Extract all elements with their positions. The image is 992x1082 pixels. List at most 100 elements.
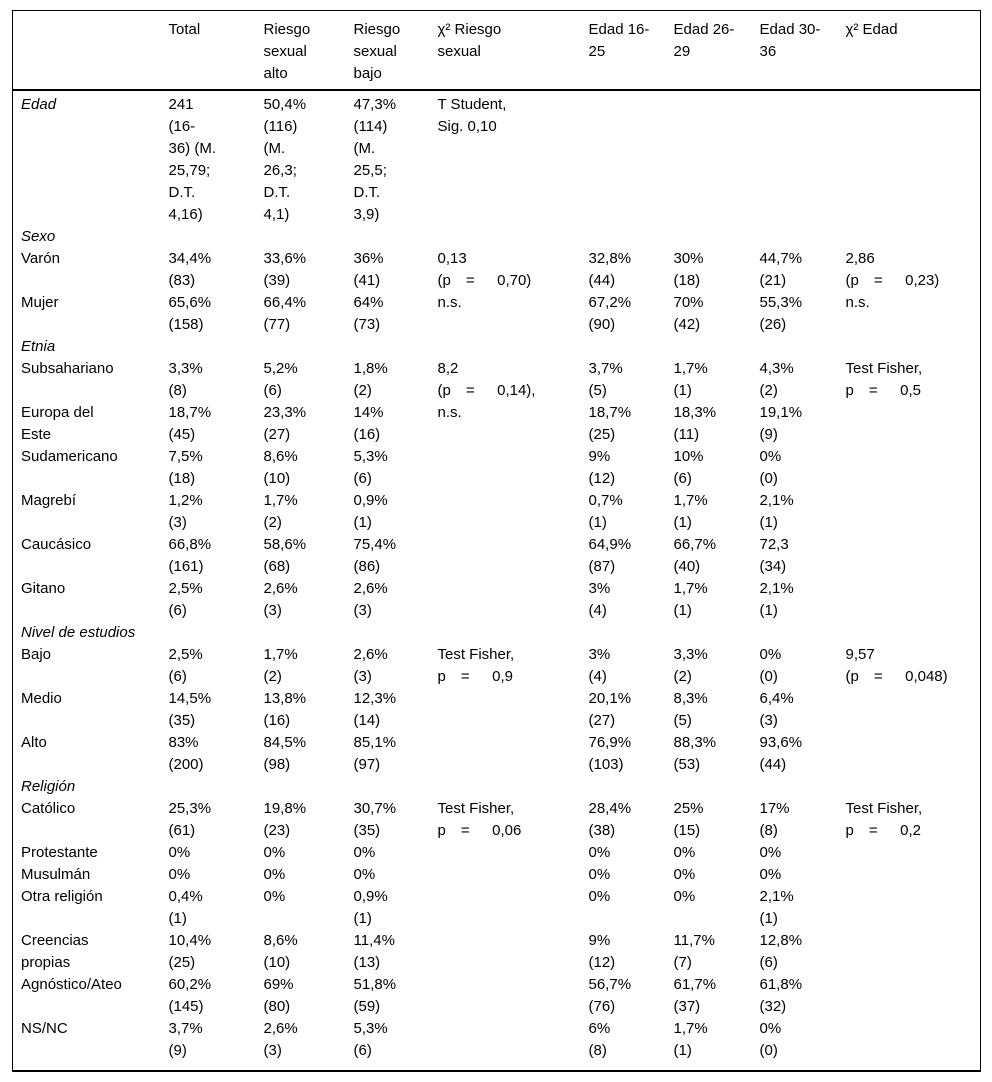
cell-chi2-riesgo-sexual: Test Fisher, p = 0,06 xyxy=(437,800,522,839)
cell-e3036: 0% xyxy=(759,844,782,861)
cell-alto: 1,7% (2) xyxy=(263,646,298,685)
cell-bajo: 14% (16) xyxy=(353,404,384,443)
cell-e2629: 1,7% (1) xyxy=(673,360,708,399)
cell-e1625 xyxy=(589,90,674,226)
table-row: Mujer 65,6% (158) 66,4% (77) 64% (73) 67,2% … xyxy=(13,292,981,336)
cell-e2629: 0% xyxy=(673,866,696,883)
cell-e2629: 25% (15) xyxy=(673,800,704,839)
column-header-edad-16-25: Edad 16- 25 xyxy=(588,10,674,91)
cell-bajo: 0% xyxy=(353,866,376,883)
cell-alto: 33,6% (39) xyxy=(263,250,307,289)
row-label: Medio xyxy=(21,690,62,707)
cell-chi2-edad: Test Fisher, p = 0,2 xyxy=(845,800,923,839)
cell-e1625: 64,9% (87) xyxy=(588,536,632,575)
table-row: Otra religión 0,4% (1) 0% 0,9% (1) 0% 0% 2,1% … xyxy=(13,886,981,930)
cell-e3036: 93,6% (44) xyxy=(759,734,803,773)
cell-alto: 84,5% (98) xyxy=(263,734,307,773)
cell-e1625: 3% (4) xyxy=(588,580,611,619)
cell-e3036: 2,1% (1) xyxy=(759,492,794,531)
cell-e2629: 88,3% (53) xyxy=(673,734,717,773)
cell-total: 34,4% (83) xyxy=(168,250,212,289)
cell-total: 66,8% (161) xyxy=(168,536,212,575)
cell-bajo: 64% (73) xyxy=(353,294,384,333)
cell-total: 14,5% (35) xyxy=(168,690,212,729)
cell-e1625: 0% xyxy=(588,866,611,883)
cell-bajo: 51,8% (59) xyxy=(353,976,397,1015)
cell-alto: 1,7% (2) xyxy=(263,492,298,531)
cell-bajo: 36% (41) xyxy=(353,250,384,289)
cell-e1625: 18,7% (25) xyxy=(588,404,632,443)
column-header-edad-26-29: Edad 26- 29 xyxy=(673,10,760,91)
cell-e3036: 12,8% (6) xyxy=(759,932,803,971)
cell-e2629: 1,7% (1) xyxy=(673,1020,708,1059)
table-row: Musulmán 0% 0% 0% 0% 0% 0% xyxy=(13,864,981,886)
statistics-table: Total Riesgo sexual alto Riesgo sexual baj… xyxy=(12,10,981,1072)
cell-e3036: 0% (0) xyxy=(759,448,782,487)
cell-e1625: 3% (4) xyxy=(588,646,611,685)
table-row: NS/NC 3,7% (9) 2,6% (3) 5,3% (6) 6% (8) 1,7% … xyxy=(13,1018,981,1071)
cell-e1625: 0% xyxy=(588,888,611,905)
cell-alto: 2,6% (3) xyxy=(263,1020,298,1059)
row-label: Caucásico xyxy=(21,536,92,553)
column-header-chi2-riesgo-sexual: χ² Riesgo sexual xyxy=(437,10,589,91)
cell-bajo: 0% xyxy=(353,844,376,861)
cell-bajo: 85,1% (97) xyxy=(353,734,397,773)
cell-total: 65,6% (158) xyxy=(168,294,212,333)
cell-e3036: 44,7% (21) xyxy=(759,250,803,289)
cell-e1625: 9% (12) xyxy=(588,448,616,487)
row-label: Agnóstico/Ateo xyxy=(21,976,122,993)
cell-e2629: 66,7% (40) xyxy=(673,536,717,575)
column-header-total: Total xyxy=(168,10,264,91)
table-row: Subsahariano 3,3% (8) 5,2% (6) 1,8% (2) 8,2 … xyxy=(13,358,981,421)
cell-total: 7,5% (18) xyxy=(168,448,203,487)
cell-bajo: 0,9% (1) xyxy=(353,492,388,531)
cell-total: 2,5% (6) xyxy=(168,646,203,685)
cell-chi_edad xyxy=(846,90,981,226)
row-label: Gitano xyxy=(21,580,66,597)
section-title: Edad xyxy=(21,96,57,113)
column-header-riesgo-sexual-alto: Riesgo sexual alto xyxy=(263,10,354,91)
cell-alto: 2,6% (3) xyxy=(263,580,298,619)
cell-e2629: 18,3% (11) xyxy=(673,404,717,443)
table-row: Alto 83% (200) 84,5% (98) 85,1% (97) 76,9% (… xyxy=(13,732,981,776)
section-title: Nivel de estudios xyxy=(21,624,136,641)
table-row: Caucásico 66,8% (161) 58,6% (68) 75,4% (86)… xyxy=(13,534,981,578)
cell-total: 3,3% (8) xyxy=(168,360,203,399)
cell-chi2-riesgo-sexual: 8,2 (p = 0,14), n.s. xyxy=(437,360,536,421)
row-label: Bajo xyxy=(21,646,52,663)
table-header-row: Total Riesgo sexual alto Riesgo sexual baj… xyxy=(12,10,981,91)
cell-bajo: 1,8% (2) xyxy=(353,360,388,399)
cell-chi2-edad: Test Fisher, p = 0,5 xyxy=(845,360,923,399)
cell-e1625: 3,7% (5) xyxy=(588,360,623,399)
table-row: Bajo 2,5% (6) 1,7% (2) 2,6% (3) Test Fisher,… xyxy=(13,644,981,688)
table-row: Católico 25,3% (61) 19,8% (23) 30,7% (35) Te… xyxy=(13,798,981,842)
section-spacer xyxy=(169,226,981,248)
row-label: Otra religión xyxy=(21,888,103,905)
cell-e1625: 20,1% (27) xyxy=(588,690,632,729)
cell-alto: 58,6% (68) xyxy=(263,536,307,575)
cell-bajo: 11,4% (13) xyxy=(353,932,395,971)
row-label: Protestante xyxy=(21,844,98,861)
cell-e2629: 61,7% (37) xyxy=(673,976,717,1015)
cell-total: 0% xyxy=(168,844,191,861)
column-header-riesgo-sexual-bajo: Riesgo sexual bajo xyxy=(353,10,438,91)
cell-e2629: 1,7% (1) xyxy=(673,580,708,619)
cell-e3036: 61,8% (32) xyxy=(759,976,803,1015)
row-label: Subsahariano xyxy=(21,360,114,377)
cell-alto: 13,8% (16) xyxy=(263,690,307,729)
cell-alto: 8,6% (10) xyxy=(263,932,298,971)
row-label: Alto xyxy=(21,734,47,751)
cell-e2629: 8,3% (5) xyxy=(673,690,708,729)
table-row: Varón 34,4% (83) 33,6% (39) 36% (41) 0,13 (p… xyxy=(13,248,981,311)
cell-alto: 66,4% (77) xyxy=(263,294,307,333)
cell-alto: 0% xyxy=(263,844,286,861)
row-label: Varón xyxy=(21,250,60,267)
section-title: Religión xyxy=(21,778,76,795)
cell-bajo: 2,6% (3) xyxy=(353,646,388,685)
cell-alto: 19,8% (23) xyxy=(263,800,307,839)
cell-chi_riesgo: T Student, Sig. 0,10 xyxy=(437,96,507,135)
section-row: Nivel de estudios xyxy=(13,622,981,644)
cell-total: 10,4% (25) xyxy=(168,932,212,971)
table-row: Magrebí 1,2% (3) 1,7% (2) 0,9% (1) 0,7% (1) 1… xyxy=(13,490,981,534)
